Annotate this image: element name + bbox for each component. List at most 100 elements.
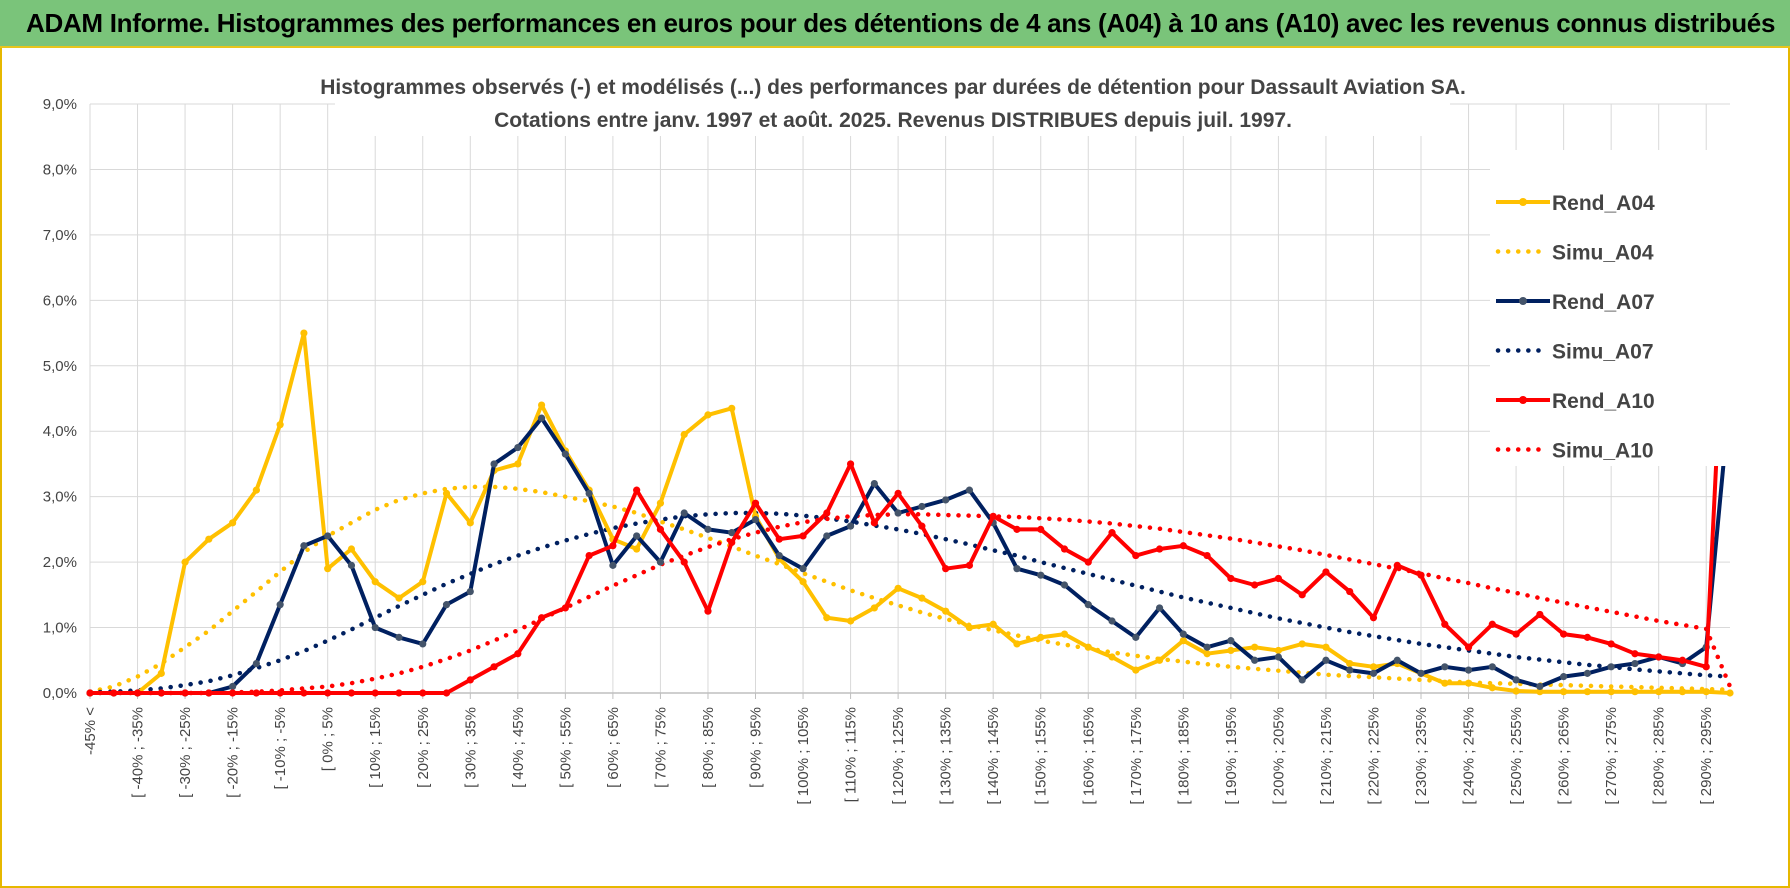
data-point-rend-a04	[656, 499, 665, 507]
data-point-rend-a04	[846, 617, 855, 625]
data-point-rend-a10	[419, 689, 427, 697]
data-point-rend-a04	[1132, 666, 1140, 674]
data-point-rend-a10	[1583, 633, 1591, 641]
data-point-rend-a04	[1274, 646, 1283, 655]
data-point-rend-a10	[1346, 587, 1354, 596]
series-line-rend-a04	[90, 331, 1731, 695]
data-point-rend-a04	[1607, 688, 1615, 696]
y-tick-label: 3,0%	[43, 489, 77, 506]
x-tick-label: [ 40% ; 45%	[510, 707, 527, 788]
data-point-rend-a07	[1155, 604, 1164, 612]
data-point-rend-a07	[1227, 637, 1235, 645]
series-simu-a10	[87, 512, 1733, 696]
data-point-rend-a04	[276, 421, 284, 429]
data-point-rend-a04	[1108, 653, 1116, 661]
data-point-rend-a07	[1274, 653, 1283, 661]
data-point-rend-a04	[1441, 679, 1449, 687]
data-point-rend-a04	[1678, 688, 1687, 696]
data-point-rend-a07	[728, 529, 736, 537]
x-tick-label: [ 180% ; 185%	[1175, 707, 1192, 805]
chart-grid	[89, 103, 1730, 694]
data-point-rend-a04	[1702, 688, 1710, 696]
data-point-rend-a10	[252, 689, 260, 697]
legend-item-simu-a04: Simu_A04	[1495, 242, 1654, 265]
data-point-rend-a07	[442, 601, 451, 609]
x-tick-label: [ 70% ; 75%	[652, 707, 669, 788]
y-tick-label: 1,0%	[43, 620, 77, 637]
x-tick-label: [ 50% ; 55%	[557, 707, 574, 788]
legend-label: Simu_A07	[1552, 341, 1654, 364]
data-point-rend-a10	[1084, 558, 1092, 566]
data-point-rend-a04	[728, 404, 736, 412]
series-simu-a07	[87, 510, 1733, 695]
data-point-rend-a04	[1346, 659, 1354, 668]
data-point-rend-a10	[989, 512, 997, 520]
y-tick-label: 8,0%	[43, 161, 77, 178]
data-point-rend-a10	[442, 689, 451, 697]
data-point-rend-a10	[751, 499, 760, 507]
x-tick-label: [ 30% ; 35%	[462, 707, 479, 788]
data-point-rend-a04	[799, 578, 807, 586]
x-tick-label: [ 220% ; 225%	[1365, 707, 1382, 805]
data-point-rend-a07	[799, 565, 807, 573]
series-rend-a10	[86, 178, 1734, 697]
legend-item-simu-a10: Simu_A10	[1495, 440, 1654, 463]
data-point-rend-a04	[442, 489, 451, 497]
data-point-rend-a04	[965, 623, 974, 632]
data-point-rend-a04	[1084, 643, 1092, 651]
data-point-rend-a07	[751, 515, 760, 524]
data-point-rend-a04	[205, 535, 213, 543]
data-point-rend-a04	[537, 401, 546, 409]
data-point-rend-a10	[1536, 610, 1544, 619]
data-point-rend-a04	[324, 565, 332, 573]
data-point-rend-a10	[1274, 574, 1283, 583]
data-point-rend-a10	[347, 689, 356, 697]
legend-item-simu-a07: Simu_A07	[1495, 341, 1654, 364]
data-point-rend-a07	[823, 532, 831, 540]
data-point-rend-a04	[680, 430, 688, 439]
x-tick-label: [ 270% ; 275%	[1603, 707, 1620, 805]
data-point-rend-a04	[704, 411, 712, 419]
data-point-rend-a07	[942, 496, 950, 504]
data-point-rend-a07	[514, 443, 522, 452]
x-tick-label: [ -30% ; -25%	[177, 707, 194, 798]
data-point-rend-a07	[1560, 673, 1568, 681]
legend-marker	[1519, 297, 1527, 305]
data-point-rend-a10	[680, 558, 688, 566]
x-tick-label: [ -20% ; -15%	[225, 707, 242, 798]
data-point-rend-a07	[585, 489, 593, 497]
y-tick-label: 7,0%	[43, 227, 77, 244]
data-point-rend-a10	[1393, 561, 1401, 569]
legend-label: Simu_A10	[1552, 440, 1654, 463]
data-point-rend-a04	[1227, 646, 1235, 655]
data-point-rend-a04	[466, 519, 474, 527]
data-point-rend-a10	[1155, 545, 1164, 553]
data-point-rend-a04	[371, 578, 379, 586]
data-point-rend-a07	[300, 542, 308, 550]
data-point-rend-a07	[1441, 663, 1449, 671]
data-point-rend-a07	[633, 532, 641, 540]
data-point-rend-a04	[1203, 650, 1211, 658]
data-point-rend-a10	[894, 489, 902, 497]
data-point-rend-a07	[537, 414, 546, 422]
chart-title-line-1: Histogrammes observés (-) et modélisés (…	[320, 76, 1466, 99]
x-tick-label: [ 190% ; 195%	[1223, 707, 1240, 805]
data-point-rend-a04	[1631, 688, 1639, 696]
data-point-rend-a04	[1726, 689, 1734, 697]
data-point-rend-a07	[894, 509, 902, 517]
x-tick-label: [ 230% ; 235%	[1413, 707, 1430, 805]
x-tick-label: [ -10% ; -5%	[272, 707, 289, 790]
x-tick-label: [ 130% ; 135%	[938, 707, 955, 805]
data-point-rend-a10	[157, 689, 165, 697]
data-point-rend-a04	[823, 614, 831, 622]
data-point-rend-a10	[276, 689, 284, 697]
data-point-rend-a07	[680, 509, 688, 517]
y-tick-label: 2,0%	[43, 554, 77, 571]
data-point-rend-a04	[1536, 688, 1544, 696]
y-tick-label: 0,0%	[43, 685, 77, 702]
x-tick-label: [ 60% ; 65%	[605, 707, 622, 788]
x-tick-label: [ 20% ; 25%	[415, 707, 432, 788]
data-point-rend-a04	[1369, 663, 1378, 671]
data-point-rend-a07	[965, 486, 974, 494]
